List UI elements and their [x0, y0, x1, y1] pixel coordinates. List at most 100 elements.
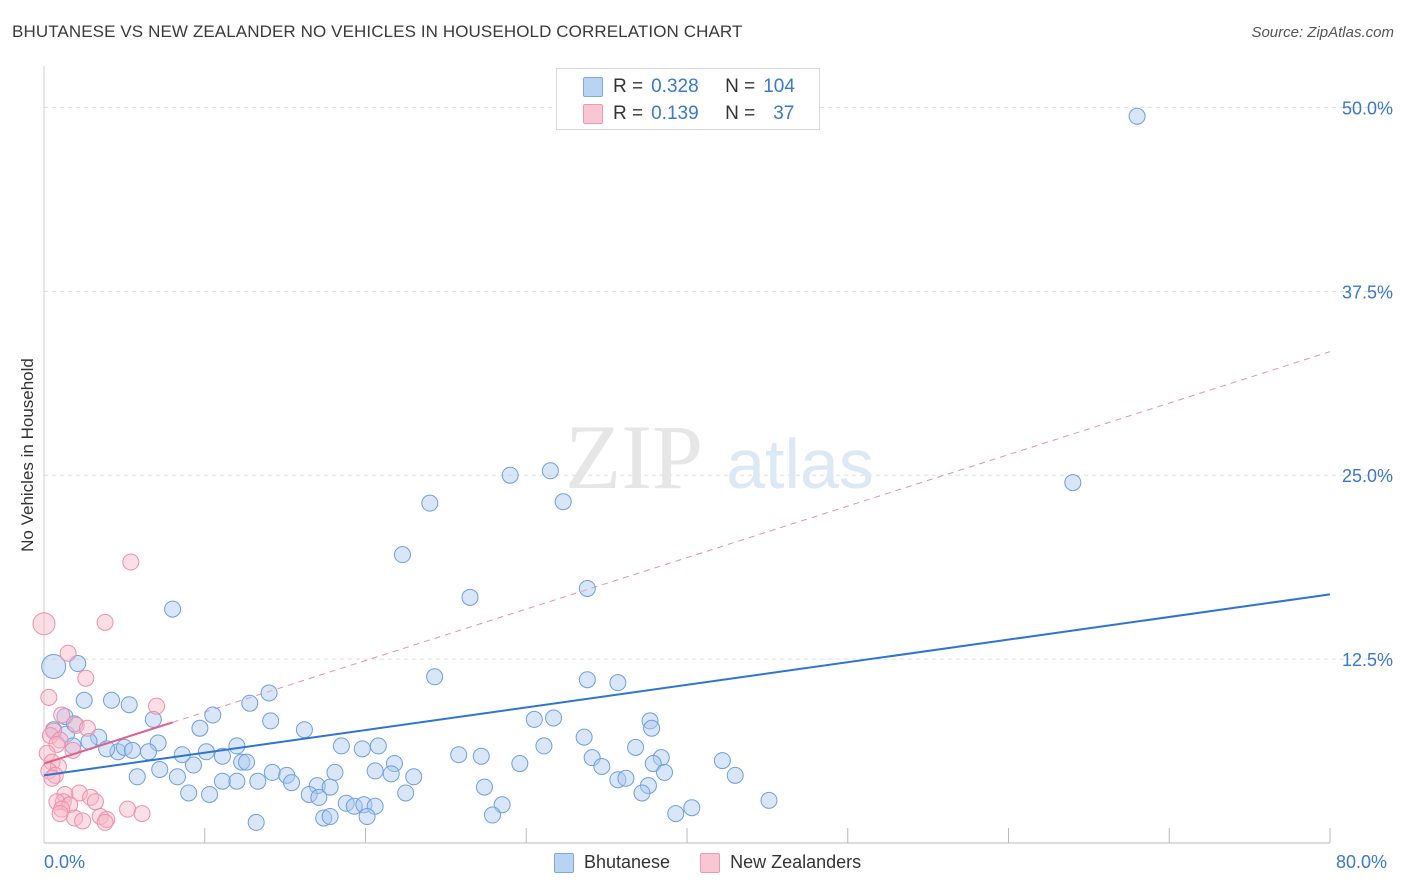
bhutanese-point	[191, 719, 209, 737]
bhutanese-point	[421, 494, 439, 512]
chart-title: BHUTANESE VS NEW ZEALANDER NO VEHICLES I…	[12, 22, 743, 41]
bhutanese-point	[627, 738, 645, 756]
bhutanese-point	[760, 791, 778, 809]
bhutanese-point	[300, 785, 318, 803]
legend-r-label: R =	[613, 103, 644, 124]
bhutanese-point	[151, 760, 169, 778]
legend-n-label: N =	[725, 103, 756, 124]
bhutanese-point	[120, 696, 138, 714]
bhutanese-point	[249, 772, 267, 790]
bhutanese-point	[139, 743, 157, 761]
bhutanese-point	[247, 813, 265, 831]
bhutanese-point	[726, 766, 744, 784]
bhutanese-point	[545, 709, 563, 727]
new-zealander-point	[59, 644, 77, 662]
legend-row-bhutanese: R = 0.328 N = 104	[583, 76, 795, 98]
bhutanese-point	[583, 749, 601, 767]
new-zealander-trend-line	[43, 721, 173, 765]
bhutanese-point	[262, 712, 280, 730]
bhutanese-point	[461, 588, 479, 606]
bhutanese-point	[578, 671, 596, 689]
series-legend: Bhutanese New Zealanders	[554, 852, 891, 873]
bhutanese-point	[535, 737, 553, 755]
trend-layer	[172, 351, 1331, 723]
legend-n-label: N =	[725, 76, 756, 97]
new-zealander-point	[32, 612, 56, 636]
new-zealander-point	[122, 553, 140, 571]
new-zealander-point	[148, 697, 166, 715]
bhutanese-point	[233, 753, 251, 771]
bhutanese-point	[554, 493, 572, 511]
watermark-atlas: atlas	[726, 425, 874, 503]
bhutanese-point	[713, 752, 731, 770]
bhutanese-point	[332, 737, 350, 755]
bhutanese-point	[184, 756, 202, 774]
bhutanese-point	[321, 778, 339, 796]
bhutanese-point	[353, 740, 371, 758]
bhutanese-point	[241, 694, 259, 712]
y-tick-label: 37.5%	[1342, 282, 1393, 302]
bhutanese-point	[128, 768, 146, 786]
bhutanese-point	[260, 684, 278, 702]
bhutanese-point	[472, 747, 490, 765]
bhutanese-point	[204, 706, 222, 724]
bhutanese-point	[633, 784, 651, 802]
bhutanese-point	[326, 763, 344, 781]
bhutanese-point	[144, 710, 162, 728]
tick-label-layer: 12.5% 25.0% 37.5% 50.0%	[1342, 98, 1393, 670]
bhutanese-point	[283, 774, 301, 792]
bhutanese-point	[426, 668, 444, 686]
y-tick-label: 12.5%	[1342, 650, 1393, 670]
bhutanese-point	[643, 719, 661, 737]
bhutanese-point	[164, 600, 182, 618]
bhutanese-point	[321, 808, 339, 826]
new-zealander-point	[96, 613, 114, 631]
bhutanese-point	[393, 546, 411, 564]
new-zealander-point	[98, 810, 116, 828]
pink-trend-projection	[172, 351, 1331, 723]
bhutanese-point	[123, 741, 141, 759]
legend-row-new-zealanders: R = 0.139 N = 37	[583, 103, 794, 125]
bhutanese-point	[213, 747, 231, 765]
bhutanese-point	[617, 769, 635, 787]
bhutanese-point	[295, 721, 313, 739]
bhutanese-point	[483, 806, 501, 824]
bhutanese-point	[238, 753, 256, 771]
legend-swatch-pink	[583, 104, 603, 124]
new-zealander-point	[74, 812, 92, 830]
bhutanese-point	[475, 778, 493, 796]
bhutanese-point	[644, 755, 662, 773]
chart-source: Source: ZipAtlas.com	[1251, 24, 1394, 41]
series-swatch-blue	[554, 852, 574, 873]
new-zealander-point	[119, 800, 137, 818]
legend-r-value: 0.328	[651, 76, 699, 97]
bhutanese-point	[683, 799, 701, 817]
bhutanese-point	[655, 763, 673, 781]
new-zealander-point	[70, 784, 88, 802]
bhutanese-trend-line	[43, 593, 1331, 777]
watermark-zip: ZIP	[565, 406, 703, 508]
bhutanese-point	[525, 710, 543, 728]
bhutanese-point	[228, 737, 246, 755]
bhutanese-point	[501, 466, 519, 484]
new-zealander-point	[40, 688, 58, 706]
bhutanese-point	[315, 809, 333, 827]
bhutanese-point	[168, 768, 186, 786]
legend-swatch-blue	[583, 77, 603, 97]
points-layer	[32, 107, 1331, 831]
stats-legend: R = 0.328 N = 104 R = 0.139 N = 37	[556, 68, 820, 130]
bhutanese-point	[228, 772, 246, 790]
bhutanese-point	[405, 768, 423, 786]
new-zealander-point	[48, 735, 66, 753]
y-tick-label: 50.0%	[1342, 98, 1393, 118]
bhutanese-point	[578, 579, 596, 597]
bhutanese-point	[385, 755, 403, 773]
x-tick-label-min: 0.0%	[44, 852, 86, 872]
bhutanese-point	[1128, 107, 1146, 125]
bhutanese-point	[103, 691, 121, 709]
bhutanese-point	[149, 734, 167, 752]
grid-layer	[43, 66, 1392, 844]
new-zealander-point	[86, 793, 104, 811]
bhutanese-point	[358, 808, 376, 826]
